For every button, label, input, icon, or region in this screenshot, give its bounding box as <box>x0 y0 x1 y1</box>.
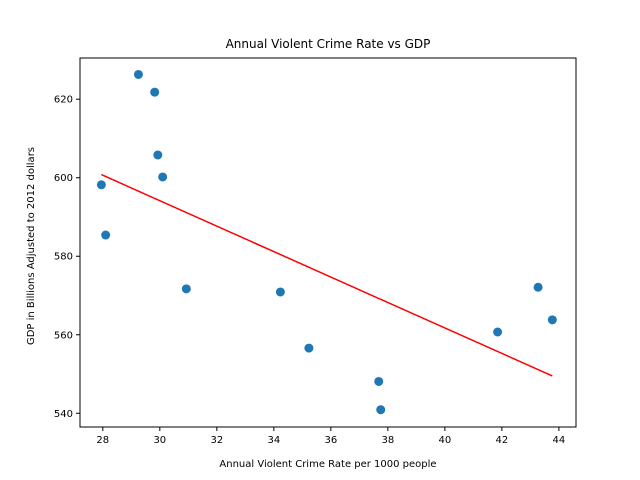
scatter-point <box>96 180 106 190</box>
x-tick-label: 28 <box>96 435 109 446</box>
x-tick-label: 42 <box>496 435 509 446</box>
x-tick-label: 44 <box>553 435 566 446</box>
scatter-point <box>101 230 111 240</box>
x-axis-label: Annual Violent Crime Rate per 1000 peopl… <box>219 459 436 470</box>
y-tick-label: 600 <box>54 173 73 184</box>
scatter-point <box>374 376 384 386</box>
chart-title: Annual Violent Crime Rate vs GDP <box>226 37 431 51</box>
scatter-point <box>133 69 143 79</box>
y-tick-label: 620 <box>54 95 73 106</box>
trendline <box>101 173 553 377</box>
x-axis: 28 30 32 34 36 38 40 42 44 <box>96 427 565 446</box>
scatter-point <box>533 282 543 292</box>
scatter-point <box>153 150 163 160</box>
x-tick-label: 34 <box>267 435 280 446</box>
y-axis: 540 560 580 600 620 <box>54 95 80 420</box>
x-tick-label: 30 <box>153 435 166 446</box>
y-tick-label: 580 <box>54 252 73 263</box>
y-axis-label: GDP in Billions Adjusted to 2012 dollars <box>26 147 37 345</box>
scatter-point <box>158 172 168 182</box>
scatter-point <box>547 315 557 325</box>
data-marks <box>96 69 557 415</box>
scatter-point <box>376 405 386 415</box>
scatter-point <box>493 327 503 337</box>
scatter-point <box>275 287 285 297</box>
scatter-point <box>150 87 160 97</box>
plot-frame <box>79 57 577 428</box>
x-tick-label: 38 <box>381 435 394 446</box>
scatter-point <box>304 343 314 353</box>
x-tick-label: 40 <box>439 435 452 446</box>
x-tick-label: 36 <box>324 435 337 446</box>
scatter-point <box>181 284 191 294</box>
x-tick-label: 32 <box>210 435 223 446</box>
plot-area <box>79 57 577 428</box>
y-tick-label: 560 <box>54 330 73 341</box>
y-tick-label: 540 <box>54 409 73 420</box>
